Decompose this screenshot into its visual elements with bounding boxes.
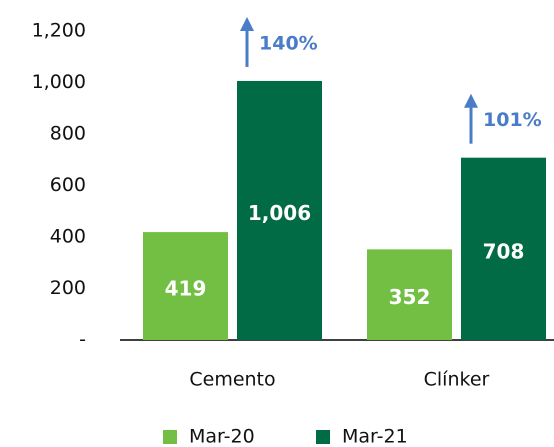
legend-label: Mar-21 <box>342 426 408 447</box>
y-tick-label: 600 <box>50 174 86 196</box>
bar <box>367 249 452 340</box>
y-tick-label: 800 <box>50 123 86 145</box>
legend-label: Mar-20 <box>189 426 255 447</box>
legend-swatch <box>316 430 330 444</box>
annotation: 140% <box>259 32 318 54</box>
bar <box>461 157 546 340</box>
y-tick-label: 1,000 <box>32 71 86 93</box>
bar <box>143 232 228 340</box>
y-tick-label: 200 <box>50 277 86 299</box>
bar <box>237 80 322 340</box>
y-tick-label: 1,200 <box>32 20 86 42</box>
y-tick-label: 400 <box>50 226 86 248</box>
y-tick-label: - <box>79 329 86 351</box>
data-label: 708 <box>483 239 525 263</box>
data-label: 352 <box>389 285 431 309</box>
data-label: 1,006 <box>248 201 311 225</box>
legend-swatch <box>163 430 177 444</box>
data-label: 419 <box>165 277 207 301</box>
annotation-arrowhead <box>240 16 254 31</box>
annotation-arrowhead <box>464 93 478 108</box>
annotation: 101% <box>483 109 542 131</box>
x-tick-label: Clínker <box>424 369 490 391</box>
x-tick-label: Cemento <box>189 369 275 391</box>
